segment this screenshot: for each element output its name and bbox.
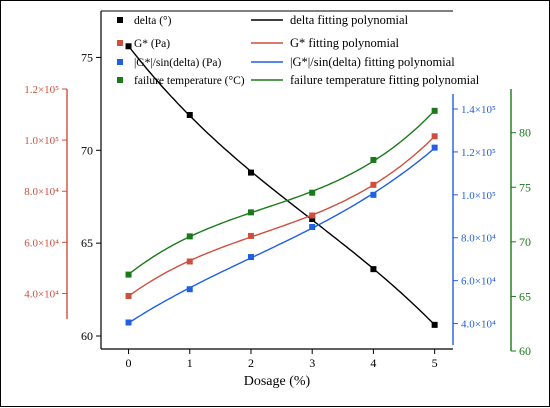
legend-fit-label: G* fitting polynomial <box>290 36 400 50</box>
data-point <box>370 181 377 188</box>
y-tick-label-right: 6.0×10⁴ <box>461 276 496 288</box>
data-point <box>309 189 316 196</box>
data-markers <box>125 43 438 328</box>
y-tick-label-outer-left: 6.0×10⁴ <box>24 237 59 249</box>
y-tick-label-outer-right: 75 <box>519 180 531 194</box>
y-tick-label-right: 1.2×10⁵ <box>461 147 496 159</box>
legend-label: failure temperature (°C) <box>134 75 245 87</box>
data-point <box>186 233 193 240</box>
legend-label: G* (Pa) <box>134 38 170 50</box>
data-point <box>431 133 438 140</box>
y-tick-label-outer-left: 4.0×10⁴ <box>24 288 59 300</box>
data-point <box>370 191 377 198</box>
y-tick-label-right: 1.4×10⁵ <box>461 104 496 116</box>
y-tick-label-outer-right: 70 <box>519 235 531 249</box>
data-point <box>186 112 193 118</box>
data-point <box>125 319 132 326</box>
data-point <box>247 254 254 261</box>
legend-label: delta (°) <box>134 15 172 27</box>
data-point <box>309 216 316 222</box>
fit-curve <box>128 147 436 324</box>
y-tick-label-outer-left: 8.0×10⁴ <box>24 186 59 198</box>
x-tick-label: 4 <box>370 356 376 370</box>
data-point <box>309 224 316 231</box>
fit-curve <box>128 135 436 297</box>
fit-curve <box>128 110 436 275</box>
legend: delta (°) delta fitting polynomial G* (Pa)… <box>117 13 480 87</box>
x-tick-label: 3 <box>309 356 315 370</box>
fit-curves <box>127 45 436 326</box>
legend-marker <box>117 17 123 23</box>
legend-marker <box>117 59 123 65</box>
axes: 0 1 2 3 4 5 60 65 70 75 4.0×10⁴ 6.0×10⁴ 8.0×10⁴ 1.0×1… <box>24 11 531 370</box>
y-tick-label-outer-right: 80 <box>519 126 531 140</box>
data-point <box>370 156 377 163</box>
y-tick-label-left: 70 <box>81 143 93 157</box>
x-axis-label: Dosage (%) <box>244 374 311 389</box>
legend-fit-label: |G*|/sin(delta) fitting polynomial <box>290 55 455 69</box>
y-tick-label-left: 75 <box>81 50 93 64</box>
data-point <box>186 286 193 293</box>
data-point <box>125 293 132 299</box>
x-tick-label: 2 <box>248 356 254 370</box>
data-point <box>431 107 438 114</box>
fit-curve <box>127 45 436 326</box>
data-point <box>247 209 254 216</box>
data-point <box>247 169 254 176</box>
data-point <box>370 266 377 273</box>
plot-area <box>101 10 453 350</box>
y-tick-label-right: 8.0×10⁴ <box>461 233 496 245</box>
x-tick-label: 5 <box>432 356 438 370</box>
y-tick-label-outer-right: 60 <box>519 344 531 358</box>
legend-label: |G*|/sin(delta) (Pa) <box>134 57 221 69</box>
y-tick-label-outer-left: 1.0×10⁵ <box>24 135 59 147</box>
y-tick-label-outer-right: 65 <box>519 289 531 303</box>
y-tick-label-left: 65 <box>81 236 93 250</box>
data-point <box>186 258 193 265</box>
data-point <box>431 144 438 151</box>
x-tick-label: 0 <box>126 356 132 370</box>
y-tick-label-outer-left: 1.2×10⁵ <box>24 84 59 96</box>
data-point <box>125 271 132 278</box>
legend-fit-label: delta fitting polynomial <box>290 13 409 27</box>
data-point <box>247 232 254 239</box>
legend-fit-label: failure temperature fitting polynomial <box>290 73 480 87</box>
y-tick-label-right: 4.0×10⁴ <box>461 319 496 331</box>
legend-marker <box>117 77 123 83</box>
data-point <box>431 321 438 328</box>
legend-marker <box>117 40 123 46</box>
x-tick-label: 1 <box>187 356 193 370</box>
data-point <box>309 212 316 219</box>
data-point <box>125 43 132 50</box>
y-tick-label-left: 60 <box>81 329 93 343</box>
y-tick-label-right: 1.0×10⁵ <box>461 190 496 202</box>
